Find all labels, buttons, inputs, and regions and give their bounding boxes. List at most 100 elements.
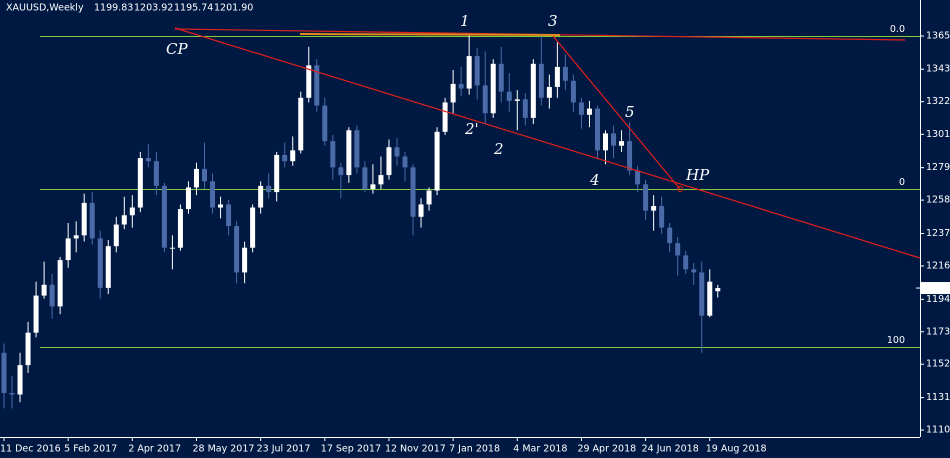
x-tick-label: 11 Dec 2016: [0, 444, 61, 455]
y-tick-label: 1301.40: [926, 129, 950, 140]
candle-body: [458, 83, 464, 89]
candle-body: [330, 141, 336, 168]
candle-body: [73, 235, 79, 239]
y-tick-label: 1343.50: [926, 64, 950, 75]
x-tick-label: 4 Mar 2018: [513, 444, 567, 455]
candle-body: [65, 238, 71, 261]
candle-body: [651, 205, 657, 211]
candle-body: [482, 85, 488, 114]
candle-body: [586, 108, 592, 115]
candle-body: [306, 65, 312, 98]
x-tick-label: 7 Jan 2018: [449, 444, 500, 455]
candle-body: [242, 247, 248, 273]
symbol: XAUUSD,Weekly: [6, 3, 84, 14]
candle-body: [619, 141, 625, 146]
candle-body: [506, 91, 512, 101]
trendline: [552, 35, 681, 190]
candle-body: [362, 167, 368, 189]
candle-body: [594, 108, 600, 151]
candle-body: [418, 204, 424, 217]
candle-body: [699, 272, 705, 316]
x-tick-label: 29 Apr 2018: [577, 444, 636, 455]
y-tick-label: 1110.00: [926, 425, 950, 436]
candle-body: [9, 392, 15, 395]
candle-body: [659, 205, 665, 228]
candle-body: [49, 284, 55, 307]
candle-body: [707, 281, 713, 316]
candle-body: [570, 80, 576, 103]
trendline: [174, 27, 921, 259]
candle-body: [193, 168, 199, 188]
quote-low: 1195.74: [174, 3, 213, 14]
y-tick-label: 1216.20: [926, 260, 950, 271]
candle-body: [258, 185, 264, 208]
level-label: 0.0: [890, 24, 905, 35]
annotation: 3: [548, 12, 558, 30]
candle-body: [338, 167, 344, 176]
candle-body: [113, 224, 119, 247]
candle-body: [346, 130, 352, 176]
x-tick-label: 23 Jul 2017: [257, 444, 311, 455]
candle-body: [498, 63, 504, 92]
candle-body: [611, 133, 617, 146]
candle-body: [137, 158, 143, 208]
candle-body: [627, 141, 633, 171]
candle-body: [314, 65, 320, 106]
candle-body: [234, 226, 240, 273]
annotation: 4: [589, 171, 600, 189]
x-tick-label: 19 Aug 2018: [706, 444, 767, 455]
trendline: [299, 33, 561, 36]
y-tick-label: 1365.00: [926, 31, 950, 42]
candle-body: [434, 131, 440, 191]
candle-body: [210, 181, 216, 208]
candle-body: [474, 56, 480, 86]
candle-body: [490, 63, 496, 114]
trendlines: [174, 27, 921, 259]
candle-body: [538, 63, 544, 98]
candle-body: [105, 246, 111, 288]
current-price-label: 1201.90: [923, 283, 950, 294]
candle-body: [715, 288, 721, 292]
candle-body: [121, 215, 127, 225]
candle-body: [546, 86, 552, 98]
candle-body: [145, 158, 151, 162]
quote-close: 1201.90: [214, 3, 253, 14]
candle-body: [298, 97, 304, 151]
annotation: HP: [685, 166, 710, 184]
y-tick-label: 1194.60: [926, 294, 950, 305]
candle-body: [33, 295, 39, 333]
candle-body: [282, 154, 288, 162]
quote-open: 1199.83: [94, 3, 133, 14]
candles: [1, 34, 721, 409]
current-price-box: [921, 282, 950, 295]
candle-body: [603, 133, 608, 151]
x-tick-label: 2 Apr 2017: [128, 444, 181, 455]
candle-body: [226, 204, 232, 227]
candle-body: [169, 247, 175, 249]
x-tick-label: 12 Nov 2017: [385, 444, 446, 455]
candle-body: [466, 56, 472, 89]
candle-body: [250, 207, 256, 248]
candle-body: [218, 204, 224, 208]
candle-body: [426, 190, 432, 205]
x-tick-label: 28 May 2017: [192, 444, 254, 455]
annotation: 2': [464, 120, 479, 138]
candle-body: [410, 167, 416, 217]
candle-body: [161, 185, 167, 248]
x-tick-label: 17 Sep 2017: [321, 444, 381, 455]
candle-body: [290, 150, 296, 162]
candle-body: [89, 202, 95, 239]
candle-body: [153, 161, 159, 186]
x-tick-label: 5 Feb 2017: [64, 444, 117, 455]
y-tick-label: 1279.80: [926, 162, 950, 173]
candle-body: [322, 105, 328, 142]
candle-body: [675, 243, 681, 256]
annotation: CP: [166, 40, 188, 58]
y-tick-label: 1258.80: [926, 195, 950, 206]
y-tick-label: 1237.20: [926, 228, 950, 239]
candle-body: [25, 332, 31, 366]
candle-body: [129, 207, 135, 216]
candle-body: [17, 365, 23, 395]
